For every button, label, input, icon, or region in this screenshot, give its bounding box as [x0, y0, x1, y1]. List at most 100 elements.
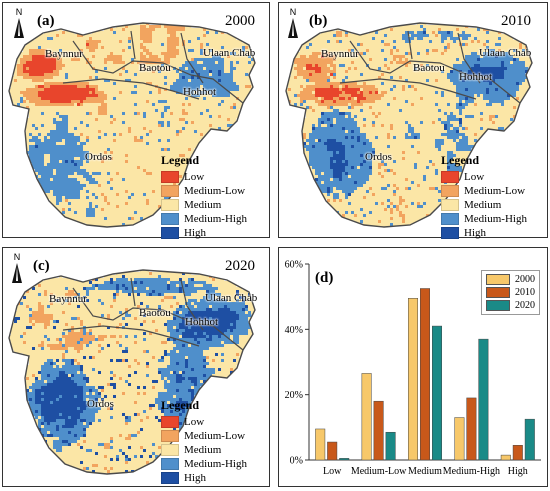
- bar-2020-medium-high: [478, 338, 489, 461]
- bar-2000-medium: [408, 298, 418, 461]
- bar-2010-medium-high: [466, 397, 477, 461]
- legend-item-low: Low: [441, 170, 527, 184]
- city-boundary: [72, 40, 244, 104]
- map-2010: [285, 22, 533, 228]
- map-legend: Legend Low Medium-Low Medium Medium-High…: [161, 153, 247, 240]
- chart-panel: 0% 20% 40% 60% Low Medium-Low Medium Medium-Hig…: [278, 247, 548, 487]
- legend-swatch: [441, 199, 459, 211]
- bar-2020-low: [339, 458, 350, 461]
- chart-legend-item-2000: 2000: [486, 273, 535, 286]
- north-arrow-icon: N: [283, 7, 303, 38]
- legend-swatch: [486, 274, 510, 285]
- bar-2010-low: [327, 441, 338, 461]
- city-label-hohhot: Hohhot: [183, 86, 216, 98]
- x-tick-label: Medium: [408, 466, 442, 477]
- legend-item-medium-low: Medium-Low: [161, 429, 247, 443]
- panel-label: (c): [33, 258, 50, 274]
- legend-item-high: High: [161, 471, 247, 485]
- city-label-hohhot: Hohhot: [459, 71, 492, 83]
- panel-year: 2000: [225, 13, 255, 29]
- bar-2000-high: [500, 454, 511, 461]
- y-tick-label: 60%: [285, 260, 303, 271]
- y-tick-label: 0%: [290, 456, 303, 467]
- city-label-ulaan-chab: Ulaan Chab: [203, 47, 256, 59]
- map-legend: Legend Low Medium-Low Medium Medium-High…: [441, 153, 527, 240]
- bar-2000-medium-low: [361, 373, 372, 461]
- region-outline: [8, 269, 256, 475]
- legend-item-high: High: [161, 226, 247, 240]
- legend-swatch: [441, 213, 459, 225]
- panel-label: (d): [315, 270, 334, 286]
- chart-legend-item-2020: 2020: [486, 299, 535, 312]
- city-label-baotou: Baotou: [139, 62, 171, 74]
- map-raster: [9, 23, 255, 227]
- bar-2020-medium: [432, 325, 442, 461]
- chart-legend: 2000 2010 2020: [481, 270, 540, 315]
- city-label-baotou: Baotou: [139, 307, 171, 319]
- city-boundary: [407, 30, 413, 60]
- legend-item-medium-low: Medium-Low: [161, 184, 247, 198]
- bar-2000-low: [315, 428, 326, 461]
- panel-label: (a): [37, 13, 55, 29]
- legend-swatch: [161, 444, 179, 456]
- legend-swatch: [161, 416, 179, 428]
- legend-swatch: [441, 171, 459, 183]
- legend-swatch: [161, 227, 179, 239]
- legend-item-medium-high: Medium-High: [441, 212, 527, 226]
- x-tick-label: High: [508, 466, 528, 477]
- bar-2020-medium-low: [385, 431, 396, 461]
- north-arrow-icon: N: [9, 7, 29, 38]
- city-label-baynnur: Baynnur: [49, 293, 87, 305]
- map-panel-2000: (a) 2000 N Baynnur Baotou Ulaan Chab Hoh…: [2, 2, 270, 240]
- bar-2000-medium-high: [454, 417, 465, 461]
- city-boundary: [62, 78, 200, 100]
- x-tick-label: Medium-Low: [351, 466, 407, 477]
- city-label-baynnur: Baynnur: [321, 48, 359, 60]
- city-boundary: [130, 30, 136, 60]
- city-boundary: [180, 279, 204, 331]
- map-legend: Legend Low Medium-Low Medium Medium-High…: [161, 398, 247, 485]
- legend-swatch: [161, 171, 179, 183]
- legend-swatch: [441, 185, 459, 197]
- legend-swatch: [486, 287, 510, 298]
- city-boundary: [130, 277, 136, 307]
- legend-swatch: [486, 300, 510, 311]
- panel-label: (b): [309, 13, 328, 29]
- city-label-hohhot: Hohhot: [185, 316, 218, 328]
- panel-year: 2020: [225, 258, 255, 274]
- city-label-ulaan-chab: Ulaan Chab: [479, 47, 532, 59]
- legend-item-medium: Medium: [161, 198, 247, 212]
- legend-swatch: [161, 458, 179, 470]
- map-panel-2020: (c) 2020 N Baynnur Baotou Ulaan Chab Hoh…: [2, 247, 270, 487]
- map-2000: [8, 22, 256, 228]
- legend-swatch: [161, 472, 179, 484]
- city-label-ordos: Ordos: [365, 151, 392, 163]
- legend-swatch: [161, 430, 179, 442]
- legend-item-low: Low: [161, 415, 247, 429]
- city-boundary: [72, 287, 244, 351]
- y-tick-label: 20%: [285, 390, 303, 401]
- legend-item-medium: Medium: [161, 443, 247, 457]
- legend-item-medium: Medium: [441, 198, 527, 212]
- legend-item-medium-high: Medium-High: [161, 457, 247, 471]
- legend-item-high: High: [441, 226, 527, 240]
- legend-item-low: Low: [161, 170, 247, 184]
- bar-2020-high: [524, 418, 535, 461]
- map-raster: [286, 23, 532, 227]
- legend-swatch: [161, 185, 179, 197]
- legend-swatch: [161, 199, 179, 211]
- city-boundary: [339, 78, 477, 100]
- city-label-ordos: Ordos: [85, 151, 112, 163]
- north-arrow-icon: N: [7, 252, 27, 283]
- city-label-ordos: Ordos: [87, 398, 114, 410]
- bar-2010-medium-low: [373, 400, 384, 461]
- city-label-ulaan-chab: Ulaan Chab: [205, 292, 258, 304]
- x-tick-label: Medium-High: [443, 466, 500, 477]
- region-outline: [285, 22, 533, 228]
- legend-title: Legend: [161, 153, 200, 167]
- legend-swatch: [161, 213, 179, 225]
- bar-2010-high: [512, 445, 523, 461]
- y-tick-label: 40%: [285, 325, 303, 336]
- city-boundary: [180, 32, 204, 84]
- map-panel-2010: (b) 2010 N Baynnur Baotou Ulaan Chab Hoh…: [278, 2, 548, 240]
